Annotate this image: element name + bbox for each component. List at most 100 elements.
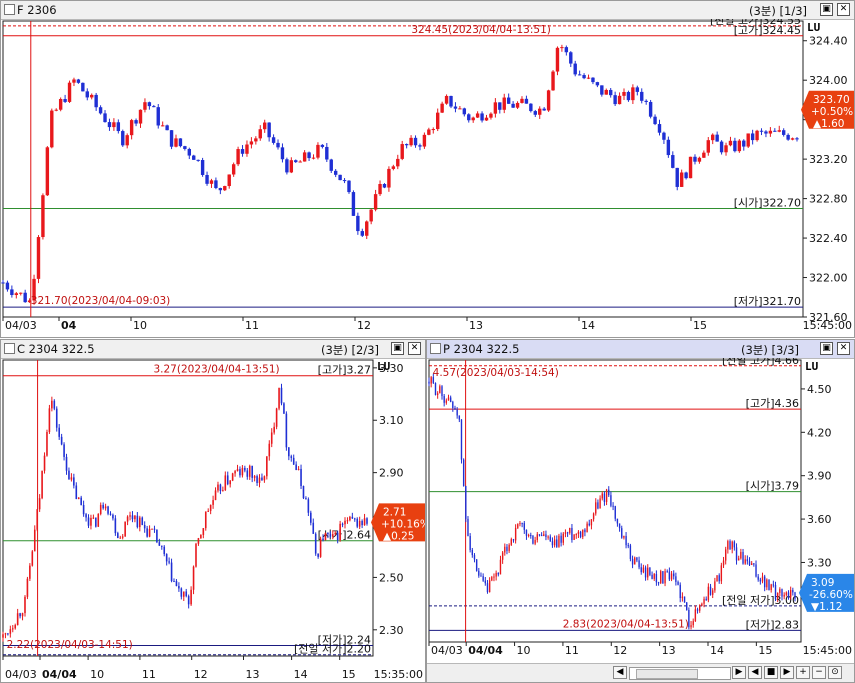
scroll-right-icon[interactable]: ▶ — [732, 666, 746, 679]
candle — [229, 480, 231, 485]
candle — [785, 592, 788, 595]
candle — [358, 520, 361, 527]
candle — [322, 538, 324, 541]
close-icon[interactable]: ✕ — [837, 3, 850, 16]
x-tick-label: 04/03 — [5, 319, 37, 332]
candle — [305, 498, 307, 500]
candle — [673, 573, 675, 577]
candle — [740, 551, 742, 559]
candle — [160, 545, 163, 547]
candle — [635, 87, 640, 92]
candle — [90, 94, 94, 98]
candle — [638, 560, 640, 568]
candle — [26, 578, 29, 597]
call-titlebar[interactable]: C 2304 322.5 (3분) [2/3] ▣ ✕ — [1, 340, 425, 359]
candle — [452, 401, 454, 408]
zoom-in-icon[interactable]: + — [796, 666, 810, 679]
candle — [488, 580, 491, 593]
pane-select-checkbox[interactable] — [430, 343, 441, 354]
scroll-left-icon[interactable]: ◀ — [613, 666, 627, 679]
candle — [601, 493, 603, 499]
candle — [351, 192, 356, 216]
candle — [783, 594, 785, 597]
candle — [722, 560, 725, 566]
put-titlebar[interactable]: P 2304 322.5 (3분) [3/3] ▣ ✕ — [427, 340, 854, 359]
candle — [706, 140, 710, 153]
candle — [701, 603, 703, 606]
candle — [187, 148, 192, 156]
candle — [443, 396, 445, 403]
candle — [560, 535, 562, 543]
candle — [515, 102, 520, 108]
extreme-annotation: 2.83(2023/04/04-13:51) — [563, 618, 689, 630]
candle — [724, 549, 727, 561]
candle — [141, 517, 144, 526]
candle — [608, 89, 613, 96]
candle — [666, 139, 671, 156]
candle — [715, 134, 719, 142]
candle — [776, 592, 779, 599]
candle — [718, 575, 720, 582]
candle — [363, 518, 366, 526]
candle — [10, 289, 14, 296]
last-change-diff: ▲1.60 — [813, 118, 844, 130]
candle — [356, 215, 360, 232]
candle — [214, 490, 217, 501]
pause-icon[interactable]: ▶ — [780, 666, 794, 679]
candle — [329, 159, 333, 171]
futures-titlebar[interactable]: F 2306 (3분) [1/3] ▣ ✕ — [1, 1, 854, 20]
candle — [341, 523, 344, 525]
candle — [200, 534, 202, 539]
candle — [263, 122, 267, 130]
candle — [737, 140, 742, 152]
candle — [564, 47, 569, 53]
candle — [219, 484, 222, 491]
candle — [271, 137, 276, 143]
zoom-fit-icon[interactable]: ⊙ — [828, 666, 842, 679]
candle — [307, 499, 310, 513]
candle — [327, 532, 329, 535]
candle — [187, 596, 190, 605]
candle — [168, 561, 170, 563]
candle — [360, 231, 364, 236]
futures-title: F 2306 — [17, 3, 57, 17]
candle — [85, 91, 89, 98]
pane-select-checkbox[interactable] — [4, 4, 15, 15]
reference-line-label: [전일 저가]2.20 — [294, 642, 371, 656]
prev-icon[interactable]: ◀ — [748, 666, 762, 679]
close-icon[interactable]: ✕ — [837, 342, 850, 355]
candle — [454, 407, 456, 410]
candle — [480, 575, 482, 577]
candle — [584, 529, 586, 533]
reference-line-label: [시가]3.79 — [746, 480, 799, 493]
candle — [728, 140, 733, 146]
candle — [662, 571, 664, 584]
restore-icon[interactable]: ▣ — [391, 342, 404, 355]
candle — [292, 457, 295, 465]
candle — [117, 533, 119, 539]
candle — [112, 514, 114, 519]
candle — [486, 583, 489, 593]
put-title: P 2304 322.5 — [443, 342, 520, 356]
candle — [621, 528, 623, 538]
candle — [278, 387, 280, 409]
candle — [227, 174, 231, 187]
restore-icon[interactable]: ▣ — [820, 3, 833, 16]
zoom-out-icon[interactable]: − — [812, 666, 826, 679]
x-tick-label: 13 — [246, 668, 260, 681]
candle — [338, 174, 342, 181]
put-chart: LU 4.50 4.20 3.90 3.60 3.30 [전일 고가]4.66 [고가]4.3… — [428, 358, 854, 657]
pane-select-checkbox[interactable] — [4, 343, 15, 354]
candle — [543, 534, 545, 537]
scrollbar-thumb[interactable] — [636, 669, 698, 679]
last-price: 3.09 — [811, 577, 834, 589]
candle — [653, 116, 657, 125]
reference-line-label: [고가]324.45 — [734, 24, 801, 37]
close-icon[interactable]: ✕ — [408, 342, 421, 355]
candle — [151, 528, 153, 530]
restore-icon[interactable]: ▣ — [820, 342, 833, 355]
scrollbar-track[interactable] — [629, 667, 731, 680]
candle — [711, 134, 715, 141]
stop-icon[interactable]: ■ — [764, 666, 778, 679]
candle — [60, 436, 63, 445]
